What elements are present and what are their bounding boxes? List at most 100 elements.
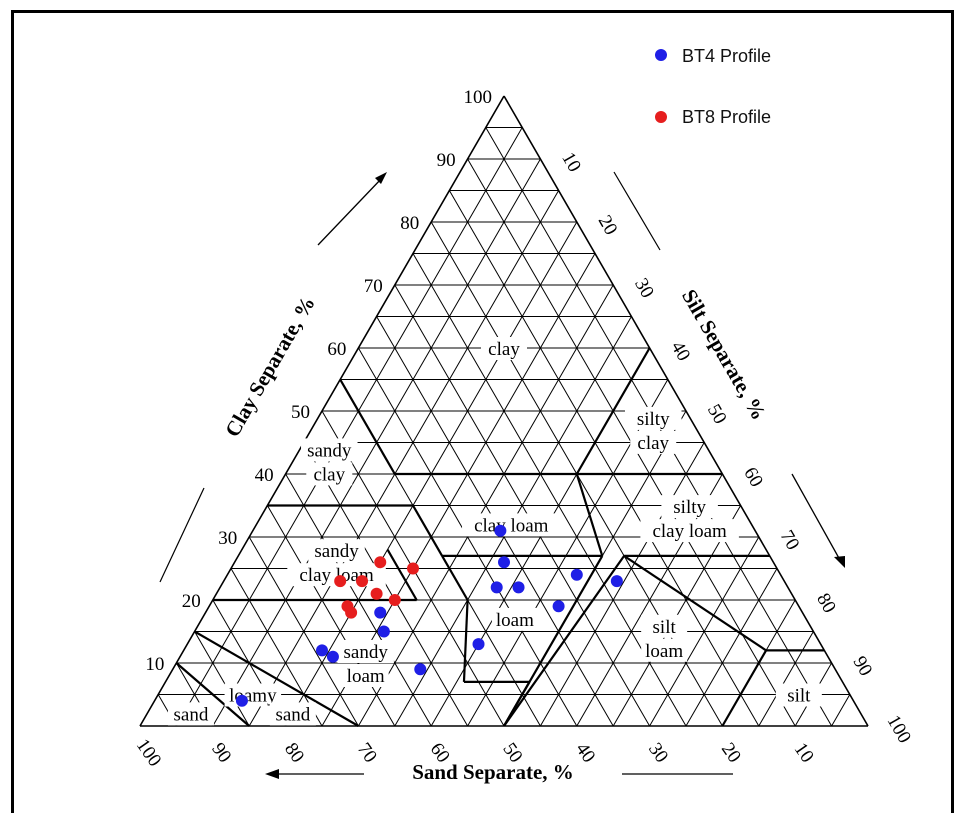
data-point-bt8 xyxy=(374,556,387,569)
region-label: clay xyxy=(313,464,345,485)
region-label: clay xyxy=(637,433,669,454)
grid-line-silt-75 xyxy=(685,568,778,727)
class-boundary xyxy=(339,378,396,475)
clay-axis: Clay Separate, % xyxy=(159,172,387,583)
sand-tick-label: 20 xyxy=(717,739,745,767)
class-boundary xyxy=(575,347,651,475)
class-boundary xyxy=(721,649,768,727)
data-point-bt4 xyxy=(552,600,565,613)
region-label-bg xyxy=(641,638,688,662)
silt-axis: Silt Separate, % xyxy=(613,171,845,568)
class-boundary xyxy=(623,554,767,652)
class-boundary xyxy=(386,549,418,601)
class-boundary xyxy=(503,555,626,727)
class-boundary xyxy=(503,555,604,727)
region-label: silty xyxy=(637,409,670,430)
sand-tick-label: 30 xyxy=(644,739,672,767)
data-point-bt4 xyxy=(490,581,503,594)
region-label-bg xyxy=(306,462,353,486)
class-boundary xyxy=(175,662,250,727)
sand-tick-label: 100 xyxy=(132,735,166,770)
grid-line-sand-85 xyxy=(194,631,250,727)
sand-tick-label: 90 xyxy=(207,739,235,767)
grid-line-sand-15 xyxy=(448,190,760,727)
silt-axis-ticks: 10 20 30 40 50 60 70 80 90 100 xyxy=(557,149,915,747)
grid-line-silt-85 xyxy=(758,631,814,727)
clay-tick-label: 20 xyxy=(182,591,201,612)
legend-label-bt8: BT8 Profile xyxy=(682,107,771,127)
silt-tick-label: 40 xyxy=(667,338,695,365)
class-boundary xyxy=(462,599,469,682)
data-point-bt8 xyxy=(388,594,401,606)
region-label-bg xyxy=(640,519,739,543)
triangle-edge-left xyxy=(139,95,505,727)
data-point-bt4 xyxy=(374,606,387,619)
grid-line-sand-25 xyxy=(412,253,687,727)
region-label-bg xyxy=(167,702,214,726)
class-boundary xyxy=(575,473,604,557)
sand-tick-label: 70 xyxy=(353,739,381,767)
clay-tick-label: 40 xyxy=(255,465,274,486)
silt-tick-label: 50 xyxy=(703,401,731,428)
sand-tick-label: 80 xyxy=(280,739,308,767)
silt-axis-arrow-head xyxy=(834,556,845,568)
legend-marker-bt8 xyxy=(655,111,667,123)
clay-axis-rule xyxy=(159,487,205,583)
clay-tick-label: 50 xyxy=(291,402,310,423)
region-label: loam xyxy=(496,610,534,631)
data-point-bt8 xyxy=(334,575,347,588)
legend: BT4 Profile BT8 Profile xyxy=(655,46,771,127)
region-label-bg xyxy=(661,495,718,519)
region-label-bg xyxy=(308,539,365,563)
region-label: loam xyxy=(347,666,385,687)
clay-tick-label: 10 xyxy=(145,654,164,675)
data-point-bt8 xyxy=(345,606,358,619)
region-label: silty xyxy=(673,497,706,518)
sand-axis-label: Sand Separate, % xyxy=(412,760,574,784)
legend-marker-bt4 xyxy=(655,49,667,61)
region-label: loam xyxy=(645,641,683,662)
silt-tick-label: 70 xyxy=(776,527,804,554)
region-label: sandy xyxy=(344,642,389,663)
region-label: clay loam xyxy=(652,521,727,542)
region-label-bg xyxy=(775,683,822,707)
data-point-bt8 xyxy=(356,575,369,588)
clay-tick-label: 60 xyxy=(327,339,346,360)
region-label: sandy xyxy=(314,541,359,562)
class-boundary xyxy=(441,555,469,601)
triangle-edge-right xyxy=(503,95,869,727)
region-label-bg xyxy=(301,438,358,462)
data-point-bt4 xyxy=(498,556,510,569)
region-label: clay loam xyxy=(474,515,549,536)
region-label: silt xyxy=(787,686,811,707)
grid-line-silt-95 xyxy=(831,694,851,727)
data-point-bt4 xyxy=(472,638,485,651)
clay-axis-arrow-line xyxy=(317,177,383,246)
silt-axis-arrow-line xyxy=(791,473,841,561)
data-point-bt4 xyxy=(316,644,328,657)
legend-item-bt8: BT8 Profile xyxy=(655,107,771,127)
legend-item-bt4: BT4 Profile xyxy=(655,46,771,66)
grid-line-silt-55 xyxy=(539,442,705,727)
silt-tick-label: 30 xyxy=(630,275,658,302)
clay-tick-label: 30 xyxy=(218,528,237,549)
region-label: sand xyxy=(174,704,209,725)
data-point-bt4 xyxy=(326,650,339,663)
texture-class-boundaries xyxy=(175,347,825,727)
region-label: sand xyxy=(275,704,310,725)
clay-axis-arrow-head xyxy=(375,172,387,184)
data-point-bt4 xyxy=(235,694,248,707)
grid-line-silt-5 xyxy=(175,127,523,727)
silt-tick-label: 100 xyxy=(883,712,915,747)
data-point-bt4 xyxy=(570,568,583,581)
grid-line-silt-15 xyxy=(248,190,560,727)
data-point-bt8 xyxy=(407,562,419,575)
data-point-bt4 xyxy=(414,663,427,676)
sand-axis-arrow-head xyxy=(265,769,279,779)
class-boundary xyxy=(412,504,444,557)
data-points xyxy=(235,524,623,707)
region-label-bg xyxy=(342,664,389,687)
region-label: clay loam xyxy=(299,565,374,586)
grid-line-sand-65 xyxy=(266,505,396,727)
sand-tick-label: 10 xyxy=(790,739,818,767)
